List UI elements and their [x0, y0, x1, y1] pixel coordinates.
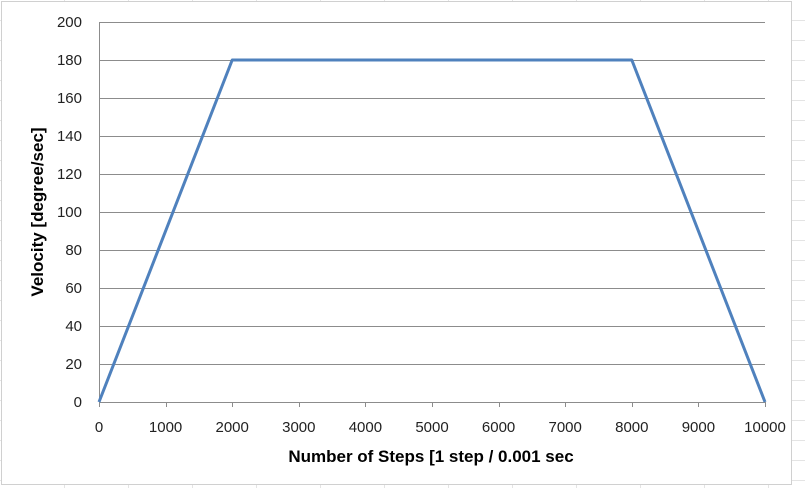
- chart-frame: [1, 1, 792, 485]
- series-layer: [97, 58, 767, 403]
- y-tick-label: 0: [74, 394, 82, 411]
- x-axis-title: Number of Steps [1 step / 0.001 sec: [288, 447, 573, 466]
- y-tick-label: 20: [65, 356, 82, 373]
- y-tick-label: 100: [57, 204, 82, 221]
- y-axis: 0 20 40 60 80 100 120 140 160 180 200: [57, 14, 100, 411]
- x-tick-label: 10000: [744, 419, 786, 436]
- y-tick-label: 60: [65, 280, 82, 297]
- x-axis: 0 1000 2000 3000 4000 5000 6000 7000 8000 9000 100…: [95, 402, 786, 436]
- y-tick-label: 80: [65, 242, 82, 259]
- y-tick-label: 200: [57, 14, 82, 31]
- y-tick-label: 180: [57, 52, 82, 69]
- x-tick-label: 0: [95, 419, 103, 436]
- y-tick-label: 160: [57, 90, 82, 107]
- y-tick-label: 120: [57, 166, 82, 183]
- y-tick-label: 140: [57, 128, 82, 145]
- x-tick-label: 6000: [482, 419, 515, 436]
- x-tick-label: 4000: [349, 419, 382, 436]
- x-tick-label: 2000: [216, 419, 249, 436]
- x-tick-label: 9000: [682, 419, 715, 436]
- x-tick-label: 3000: [282, 419, 315, 436]
- velocity-series-line: [97, 58, 767, 403]
- x-tick-label: 8000: [615, 419, 648, 436]
- x-tick-label: 5000: [415, 419, 448, 436]
- y-axis-title: Velocity [degree/sec]: [28, 127, 47, 296]
- x-tick-label: 7000: [549, 419, 582, 436]
- x-tick-label: 1000: [149, 419, 182, 436]
- y-tick-label: 40: [65, 318, 82, 335]
